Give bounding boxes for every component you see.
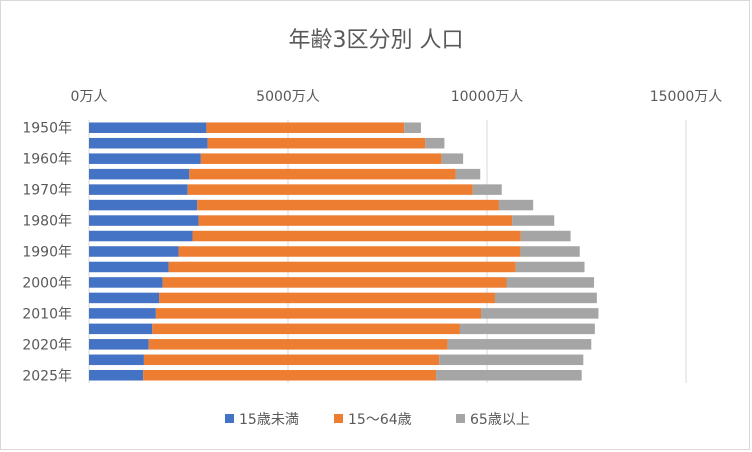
- bar-segment: [89, 246, 179, 257]
- bar-segment: [89, 370, 144, 381]
- bar-segment: [89, 168, 190, 180]
- bar-segment: [436, 370, 582, 381]
- legend-label: 15～64歳: [348, 412, 412, 428]
- bar-segment: [520, 230, 571, 242]
- bar-segment: [148, 339, 448, 350]
- y-tick-label: 1980年: [22, 214, 72, 230]
- bar-segment: [143, 370, 437, 381]
- x-tick-label: 5000万人: [256, 89, 320, 105]
- x-tick-label: 15000万人: [650, 89, 723, 105]
- bar-segment: [207, 137, 426, 149]
- bar-segment: [152, 323, 460, 335]
- bar-segment: [506, 277, 595, 288]
- bar-segment: [89, 354, 144, 366]
- bar-segment: [89, 292, 160, 304]
- bar-segment: [155, 308, 482, 319]
- bar-segment: [89, 184, 188, 195]
- bar-segment: [447, 339, 592, 350]
- y-tick-label: 2020年: [22, 337, 72, 353]
- bar-segment: [89, 199, 198, 211]
- bar-segment: [89, 137, 208, 149]
- y-tick-label: 1970年: [22, 183, 72, 199]
- bar-segment: [198, 215, 513, 226]
- x-tick-label: 0万人: [71, 89, 108, 105]
- bar-segment: [89, 277, 163, 288]
- bar-segment: [89, 323, 153, 335]
- bar-segment: [455, 168, 481, 180]
- bar-segment: [159, 292, 495, 304]
- bar-segment: [404, 122, 421, 133]
- y-tick-label: 1960年: [22, 152, 72, 168]
- bar-segment: [439, 354, 584, 366]
- bar-segment: [472, 184, 502, 195]
- bar-segment: [425, 137, 445, 149]
- bar-segment: [197, 199, 499, 211]
- bar-segment: [89, 122, 207, 133]
- bar-segment: [459, 323, 595, 335]
- bar-segment: [187, 184, 473, 195]
- bar-segment: [512, 215, 555, 226]
- chart-title: 年齢3区分別 人口: [288, 28, 464, 53]
- bar-segment: [441, 153, 464, 164]
- bar-segment: [494, 292, 597, 304]
- bar-segment: [89, 153, 201, 164]
- y-tick-label: 1950年: [22, 121, 72, 137]
- y-tick-label: 2025年: [22, 368, 72, 384]
- bar-segment: [206, 122, 405, 133]
- bar-segment: [192, 230, 521, 242]
- bar-segment: [89, 261, 169, 273]
- bar-segment: [143, 354, 440, 366]
- x-tick-label: 10000万人: [451, 89, 524, 105]
- legend-label: 65歳以上: [470, 412, 530, 428]
- bar-segment: [89, 215, 199, 226]
- bar-segment: [200, 153, 442, 164]
- bar-segment: [168, 261, 516, 273]
- y-tick-label: 2010年: [22, 306, 72, 322]
- bar-segment: [498, 199, 534, 211]
- y-tick-label: 1990年: [22, 245, 72, 261]
- legend-swatch: [334, 414, 343, 423]
- bar-segment: [520, 246, 580, 257]
- bar-segment: [481, 308, 599, 319]
- legend-swatch: [225, 414, 234, 423]
- legend-label: 15歳未満: [239, 412, 299, 428]
- bar-segment: [515, 261, 585, 273]
- bar-segment: [89, 339, 149, 350]
- bar-segment: [162, 277, 507, 288]
- bar-segment: [89, 230, 193, 242]
- bar-segment: [189, 168, 456, 180]
- y-tick-label: 2000年: [22, 275, 72, 291]
- bar-segment: [178, 246, 521, 257]
- legend-swatch: [456, 414, 465, 423]
- bar-segment: [89, 308, 156, 319]
